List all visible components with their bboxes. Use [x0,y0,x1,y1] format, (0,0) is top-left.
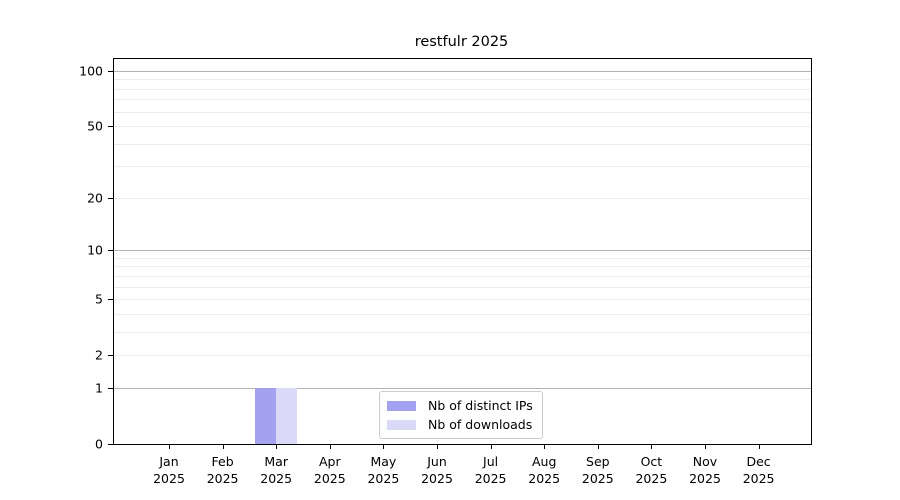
minor-gridline [114,79,811,81]
major-gridline [114,250,811,252]
x-tick-label: Mar 2025 [260,454,293,486]
minor-gridline [114,126,811,128]
y-tick-mark [108,70,113,72]
y-tick-label: 20 [87,190,103,206]
chart-title: restfulr 2025 [414,34,509,50]
x-tick-label: Apr 2025 [313,454,346,486]
y-tick-mark [108,299,113,301]
x-tick-label: Jul 2025 [474,454,507,486]
minor-gridline [114,331,811,333]
y-tick-label: 2 [95,347,103,363]
legend-label: Nb of distinct IPs [428,398,533,413]
minor-gridline [114,286,811,288]
x-tick-mark [544,445,546,449]
legend-swatch [387,419,416,430]
x-tick-label: May 2025 [367,454,400,486]
y-tick-label: 5 [95,291,103,307]
y-tick-mark [108,197,113,199]
x-tick-mark [329,445,331,449]
x-tick-mark [276,445,278,449]
x-tick-mark [490,445,492,449]
x-tick-mark [651,445,653,449]
major-gridline [114,387,811,389]
x-tick-mark [597,445,599,449]
minor-gridline [114,88,811,90]
y-tick-mark [108,387,113,389]
y-tick-label: 1 [95,380,103,396]
x-tick-label: Aug 2025 [528,454,561,486]
legend-swatch [387,400,416,411]
minor-gridline [114,313,811,315]
x-tick-mark [169,445,170,449]
x-tick-label: Dec 2025 [742,454,775,486]
minor-gridline [114,257,811,259]
x-tick-mark [383,445,385,449]
bar-nb-of-downloads [276,387,298,444]
y-tick-label: 10 [87,242,103,258]
minor-gridline [114,143,811,145]
x-tick-label: Jan 2025 [153,454,185,486]
minor-gridline [114,355,811,357]
minor-gridline [114,275,811,277]
x-tick-mark [437,445,438,449]
major-gridline [114,70,811,72]
x-tick-label: Oct 2025 [635,454,668,486]
x-tick-label: Sep 2025 [581,454,614,486]
y-tick-mark [108,126,113,128]
y-tick-label: 50 [87,118,103,134]
legend-entry: Nb of downloads [387,417,533,432]
y-tick-mark [108,355,113,357]
y-tick-mark [108,250,113,252]
x-tick-mark [758,445,760,449]
x-tick-mark [222,445,224,449]
x-tick-mark [705,445,706,449]
x-tick-label: Nov 2025 [689,454,721,486]
x-tick-label: Feb 2025 [206,454,239,486]
legend-entry: Nb of distinct IPs [387,398,533,413]
y-tick-mark [108,444,113,445]
legend: Nb of distinct IPs Nb of downloads [379,391,543,439]
minor-gridline [114,299,811,301]
plot-area: 0 1 2 5 10 20 50 100 Jan 2025 Feb 2025 Mar 2025 Ap… [79,58,812,486]
legend-label: Nb of downloads [428,417,533,432]
minor-gridline [114,166,811,168]
minor-gridline [114,197,811,199]
minor-gridline [114,99,811,101]
y-tick-label: 100 [79,63,103,79]
x-tick-label: Jun 2025 [421,454,453,486]
bar-nb-of-distinct-ips [255,387,277,444]
y-tick-label: 0 [95,436,103,452]
minor-gridline [114,266,811,268]
minor-gridline [114,111,811,113]
